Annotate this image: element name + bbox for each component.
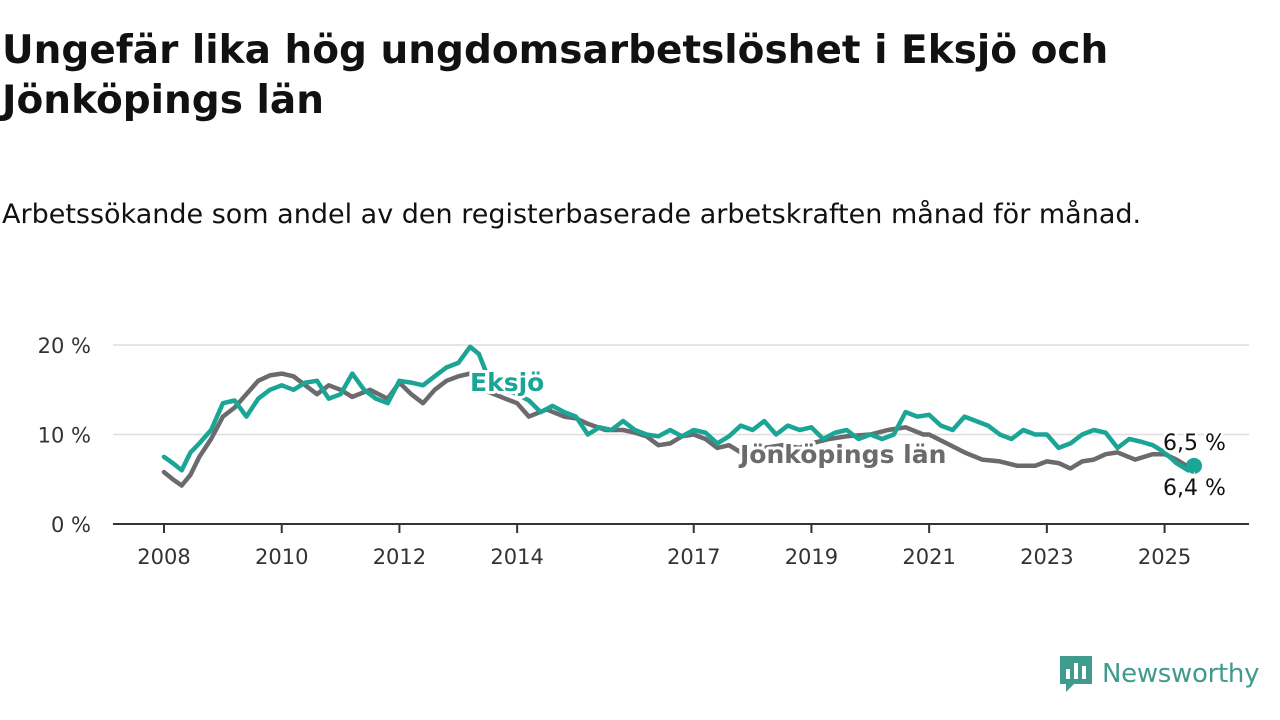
newsworthy-brand: Newsworthy [1058, 652, 1259, 696]
page-title: Ungefär lika hög ungdomsarbetslöshet i E… [2, 28, 1109, 123]
series-line-jonkopings-lan [161, 371, 1197, 488]
axis-layer: 0 % 10 % 20 % 2008 2010 2012 2014 2017 2019 2021 2… [38, 334, 1249, 569]
x-tick-label: 2010 [255, 545, 308, 569]
newsworthy-logo-icon [1060, 656, 1092, 692]
y-tick-label: 0 % [51, 513, 91, 537]
x-tick-label: 2012 [373, 545, 426, 569]
series-label-jonkopings-lan: Jönköpings län [738, 440, 946, 469]
label-layer: Eksjö Jönköpings län 6,5 % 6,4 % [467, 365, 1228, 504]
series-line-eksjo [161, 344, 1197, 473]
end-value-label-eksjo: 6,5 % [1163, 431, 1226, 456]
series-label-eksjo: Eksjö [470, 368, 544, 397]
y-tick-label: 20 % [38, 334, 91, 358]
x-tick-label: 2025 [1138, 545, 1191, 569]
chart-subtitle: Arbetssökande som andel av den registerb… [2, 199, 1142, 230]
x-tick-label: 2017 [667, 545, 720, 569]
x-tick-label: 2014 [490, 545, 543, 569]
grid-layer [113, 344, 1249, 436]
series-layer [161, 344, 1202, 488]
x-tick-label: 2019 [785, 545, 838, 569]
x-tick-label: 2023 [1020, 545, 1073, 569]
brand-name: Newsworthy [1102, 659, 1260, 689]
y-tick-label: 10 % [38, 424, 91, 448]
x-tick-label: 2008 [137, 545, 190, 569]
endpoint-marker [1186, 457, 1202, 474]
x-tick-label: 2021 [902, 545, 955, 569]
end-value-label-jonkopings-lan: 6,4 % [1163, 476, 1226, 501]
